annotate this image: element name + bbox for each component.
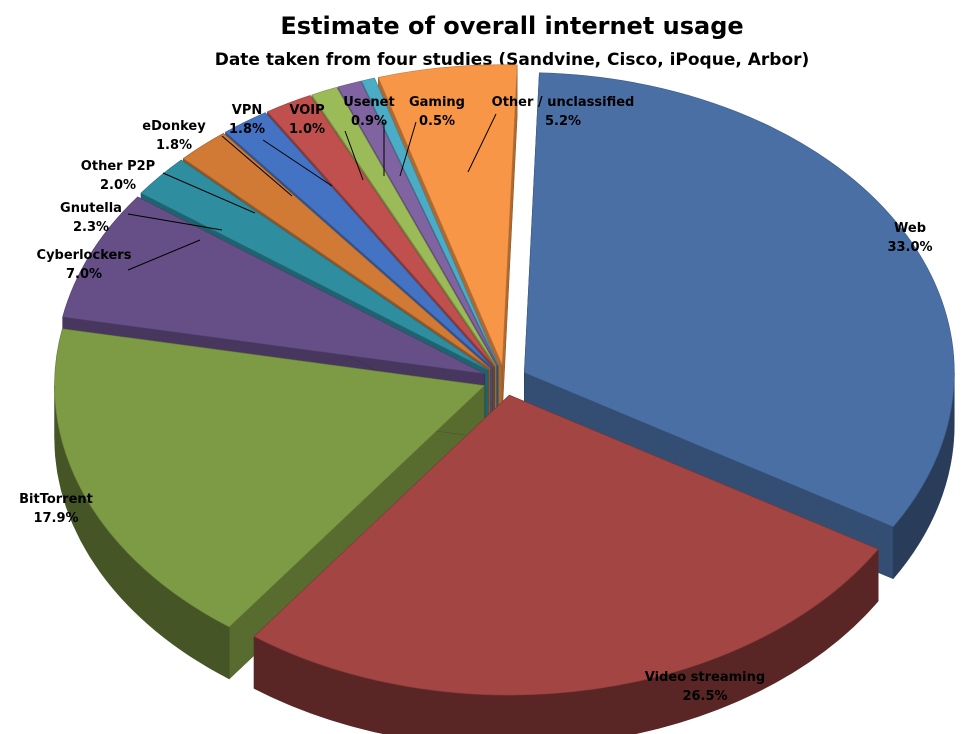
leader-line-other-p2p [162,172,256,214]
slice-label-voip: VOIP [289,103,324,118]
leader-line-other-unclassified [467,113,497,173]
slice-label-edonkey: eDonkey [142,119,206,134]
slice-top [524,72,955,528]
slice-value-vpn: 1.8% [229,122,265,137]
slice-value-bittorrent: 17.9% [33,511,78,526]
slice-value-other-unclassified: 5.2% [545,114,581,129]
slice-value-gaming: 0.5% [419,114,455,129]
slice-label-cyberlockers: Cyberlockers [37,248,132,263]
pie-slice-video-streaming [253,394,879,734]
slice-value-video-streaming: 26.5% [682,689,727,704]
slice-top [62,196,485,375]
slice-top [311,86,497,367]
slice-label-other-unclassified: Other / unclassified [492,95,635,110]
leader-line-gaming [399,121,417,177]
slice-top [337,80,498,366]
leader-line-cyberlockers [127,239,201,271]
slice-value-voip: 1.0% [289,122,325,137]
slice-label-web: Web [894,221,926,236]
slice-labels: Web 33.0% Video streaming 26.5% BitTorrent 17… [19,95,932,704]
slice-top [361,77,499,366]
slice-value-gnutella: 2.3% [73,220,109,235]
slice-label-other-p2p: Other P2P [81,159,155,174]
leader-line-vpn [262,139,333,187]
slice-value-cyberlockers: 7.0% [66,267,102,282]
slice-value-other-p2p: 2.0% [100,178,136,193]
slice-label-gaming: Gaming [409,95,465,110]
leader-lines [127,113,497,271]
slice-label-gnutella: Gnutella [60,201,122,216]
slice-label-bittorrent: BitTorrent [19,492,93,507]
slices-layer [54,64,955,734]
slice-top [377,64,518,365]
slice-top [54,328,486,628]
slice-label-usenet: Usenet [343,95,394,110]
slice-top [182,132,491,369]
slice-value-edonkey: 1.8% [156,138,192,153]
leader-line-edonkey [221,135,293,197]
chart-title: Estimate of overall internet usage [280,12,743,40]
slice-value-web: 33.0% [887,240,932,255]
slice-label-video-streaming: Video streaming [645,670,765,685]
slice-top [140,159,489,371]
leader-line-voip [344,130,364,181]
leader-line-gnutella [127,213,223,231]
slice-top [253,394,879,696]
slice-top [224,112,493,368]
slice-top [266,95,495,367]
chart-subtitle: Date taken from four studies (Sandvine, … [215,50,810,70]
slice-value-usenet: 0.9% [351,114,387,129]
slice-label-vpn: VPN [232,103,262,118]
